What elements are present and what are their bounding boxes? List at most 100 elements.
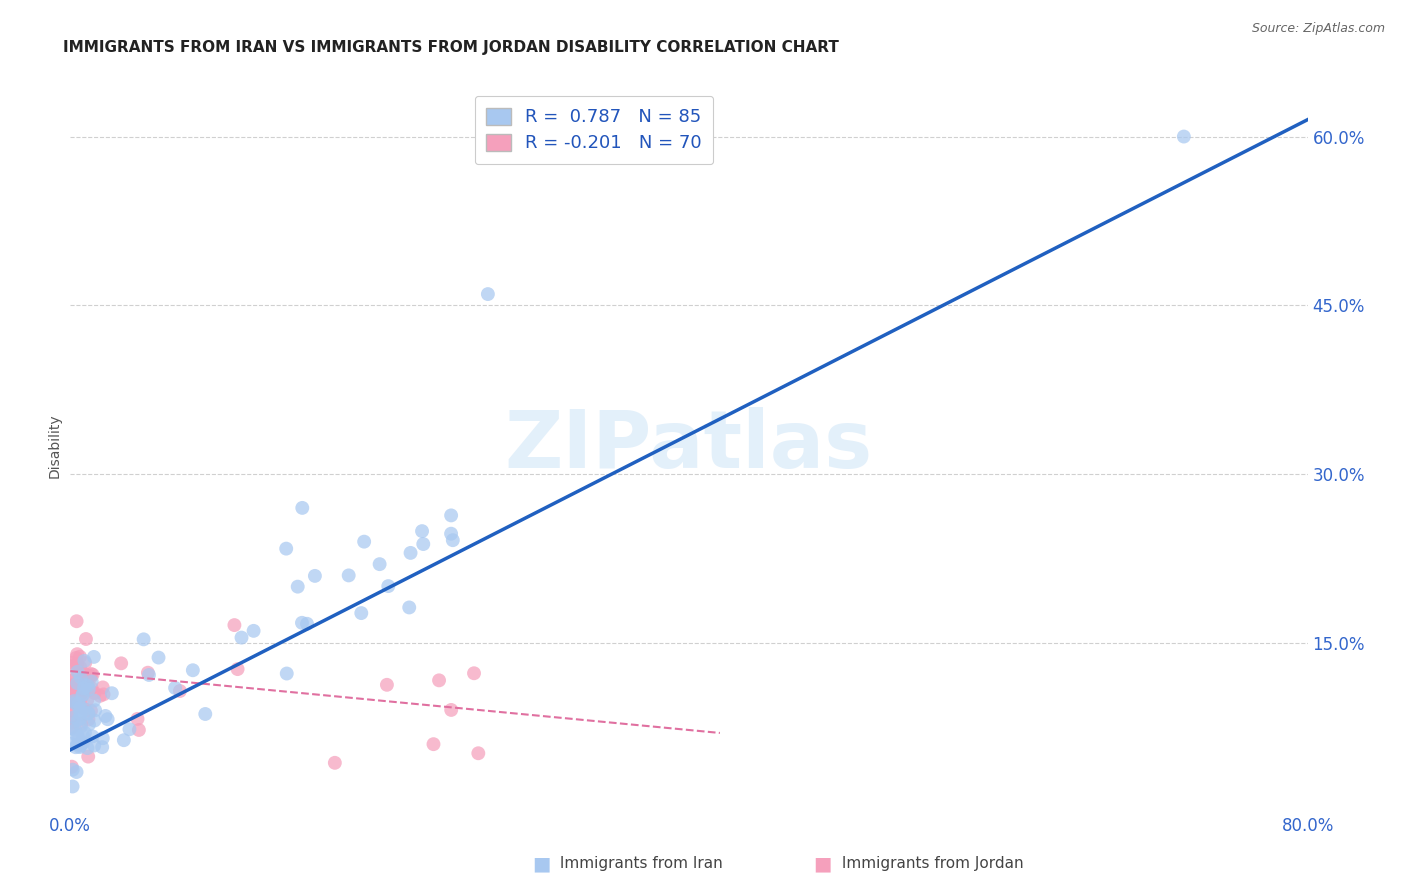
Point bbox=[399, 546, 422, 560]
Point bbox=[72, 736, 94, 750]
Point bbox=[83, 686, 105, 700]
Point bbox=[181, 663, 204, 677]
Point bbox=[60, 711, 83, 725]
Point bbox=[62, 763, 84, 777]
Point bbox=[422, 737, 444, 751]
Point bbox=[62, 780, 84, 794]
Point bbox=[60, 737, 83, 751]
Point bbox=[65, 671, 87, 685]
Point bbox=[69, 740, 91, 755]
Point bbox=[66, 647, 89, 661]
Point bbox=[69, 692, 91, 706]
Point bbox=[83, 693, 105, 707]
Point bbox=[291, 615, 314, 630]
Point bbox=[82, 729, 104, 743]
Point bbox=[60, 721, 83, 735]
Point bbox=[75, 656, 97, 670]
Point bbox=[77, 749, 100, 764]
Point bbox=[350, 606, 373, 620]
Point bbox=[67, 679, 90, 693]
Point bbox=[440, 526, 463, 541]
Point bbox=[82, 667, 104, 681]
Point bbox=[66, 657, 89, 672]
Point bbox=[368, 557, 391, 571]
Point bbox=[70, 735, 93, 749]
Point bbox=[60, 697, 83, 711]
Point bbox=[83, 649, 105, 664]
Point bbox=[73, 677, 96, 691]
Point bbox=[97, 712, 120, 726]
Point bbox=[231, 631, 253, 645]
Point bbox=[118, 723, 141, 737]
Point bbox=[67, 683, 90, 698]
Point bbox=[63, 723, 86, 737]
Text: Source: ZipAtlas.com: Source: ZipAtlas.com bbox=[1251, 22, 1385, 36]
Point bbox=[80, 667, 103, 681]
Point bbox=[70, 719, 93, 733]
Point bbox=[94, 709, 117, 723]
Point bbox=[91, 731, 114, 746]
Point bbox=[66, 729, 89, 743]
Point bbox=[101, 686, 124, 700]
Point bbox=[76, 672, 98, 686]
Point bbox=[73, 681, 96, 696]
Point bbox=[73, 726, 96, 740]
Point bbox=[73, 684, 96, 698]
Point bbox=[69, 739, 91, 753]
Point bbox=[77, 706, 100, 720]
Point bbox=[70, 716, 93, 731]
Point bbox=[65, 651, 87, 665]
Point bbox=[62, 678, 84, 692]
Point bbox=[295, 616, 318, 631]
Point bbox=[276, 541, 298, 556]
Point bbox=[65, 765, 87, 780]
Point bbox=[77, 669, 100, 683]
Text: ■: ■ bbox=[531, 854, 551, 873]
Point bbox=[75, 702, 97, 716]
Point bbox=[60, 721, 83, 735]
Point bbox=[477, 287, 499, 301]
Point bbox=[66, 676, 89, 690]
Point bbox=[63, 710, 86, 724]
Point bbox=[91, 740, 114, 755]
Point bbox=[112, 733, 135, 747]
Point bbox=[69, 712, 91, 726]
Point bbox=[89, 689, 111, 703]
Point bbox=[467, 746, 489, 760]
Point bbox=[287, 580, 309, 594]
Point bbox=[375, 678, 398, 692]
Text: ZIPatlas: ZIPatlas bbox=[505, 407, 873, 485]
Point bbox=[79, 683, 101, 698]
Text: Immigrants from Iran: Immigrants from Iran bbox=[555, 856, 723, 871]
Point bbox=[76, 741, 98, 756]
Point bbox=[427, 673, 450, 688]
Point bbox=[60, 673, 83, 688]
Point bbox=[353, 534, 375, 549]
Point bbox=[63, 696, 86, 710]
Point bbox=[136, 665, 159, 680]
Point bbox=[441, 533, 464, 548]
Point bbox=[70, 680, 93, 694]
Point bbox=[76, 679, 98, 693]
Point bbox=[110, 657, 132, 671]
Point bbox=[224, 618, 246, 632]
Point bbox=[377, 579, 399, 593]
Point bbox=[60, 686, 83, 700]
Point bbox=[1173, 129, 1195, 144]
Point bbox=[60, 681, 83, 696]
Y-axis label: Disability: Disability bbox=[48, 414, 62, 478]
Point bbox=[65, 614, 87, 628]
Point bbox=[72, 677, 94, 691]
Point bbox=[72, 688, 94, 702]
Point bbox=[67, 713, 90, 727]
Point bbox=[77, 682, 100, 697]
Point bbox=[69, 649, 91, 664]
Point bbox=[138, 668, 160, 682]
Text: Immigrants from Jordan: Immigrants from Jordan bbox=[837, 856, 1024, 871]
Point bbox=[63, 694, 86, 708]
Point bbox=[148, 650, 170, 665]
Point bbox=[65, 740, 87, 755]
Point bbox=[80, 670, 103, 684]
Point bbox=[132, 632, 155, 647]
Point bbox=[72, 689, 94, 703]
